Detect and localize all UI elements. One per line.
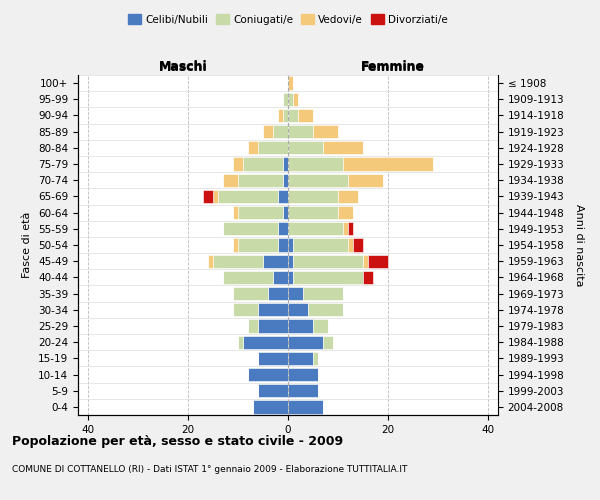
Bar bbox=[238, 206, 283, 220]
Bar bbox=[288, 287, 303, 300]
Bar bbox=[288, 303, 308, 316]
Bar bbox=[273, 270, 288, 284]
Bar bbox=[363, 270, 373, 284]
Bar bbox=[258, 320, 288, 332]
Bar bbox=[323, 141, 363, 154]
Bar bbox=[288, 141, 323, 154]
Bar bbox=[293, 254, 363, 268]
Bar bbox=[288, 368, 318, 381]
Bar bbox=[238, 238, 278, 252]
Bar bbox=[273, 125, 288, 138]
Bar bbox=[223, 174, 238, 187]
Bar bbox=[243, 336, 288, 349]
Bar bbox=[288, 109, 298, 122]
Bar bbox=[283, 174, 288, 187]
Bar bbox=[288, 320, 313, 332]
Bar bbox=[278, 109, 283, 122]
Bar bbox=[288, 384, 318, 398]
Bar bbox=[283, 92, 288, 106]
Bar bbox=[258, 384, 288, 398]
Bar bbox=[238, 336, 243, 349]
Bar bbox=[288, 254, 293, 268]
Bar bbox=[288, 158, 343, 170]
Bar bbox=[323, 336, 333, 349]
Bar bbox=[233, 238, 238, 252]
Bar bbox=[293, 238, 348, 252]
Bar bbox=[233, 303, 258, 316]
Bar bbox=[353, 238, 363, 252]
Bar bbox=[338, 206, 353, 220]
Bar bbox=[343, 158, 433, 170]
Bar bbox=[258, 303, 288, 316]
Bar bbox=[368, 254, 388, 268]
Y-axis label: Anni di nascita: Anni di nascita bbox=[574, 204, 584, 286]
Bar bbox=[288, 222, 343, 235]
Bar bbox=[253, 400, 288, 413]
Bar bbox=[363, 254, 368, 268]
Text: Maschi: Maschi bbox=[158, 61, 208, 74]
Bar bbox=[288, 400, 323, 413]
Bar bbox=[243, 158, 283, 170]
Bar bbox=[258, 352, 288, 365]
Bar bbox=[263, 254, 288, 268]
Bar bbox=[258, 141, 288, 154]
Text: Femmine: Femmine bbox=[361, 60, 425, 72]
Bar bbox=[233, 287, 268, 300]
Bar bbox=[288, 238, 293, 252]
Bar bbox=[223, 222, 278, 235]
Bar bbox=[278, 238, 288, 252]
Bar bbox=[348, 222, 353, 235]
Legend: Celibi/Nubili, Coniugati/e, Vedovi/e, Divorziati/e: Celibi/Nubili, Coniugati/e, Vedovi/e, Di… bbox=[124, 10, 452, 29]
Bar bbox=[293, 92, 298, 106]
Bar bbox=[213, 190, 218, 203]
Bar bbox=[283, 109, 288, 122]
Bar bbox=[278, 190, 288, 203]
Text: Popolazione per età, sesso e stato civile - 2009: Popolazione per età, sesso e stato civil… bbox=[12, 435, 343, 448]
Bar bbox=[213, 254, 263, 268]
Bar bbox=[288, 190, 338, 203]
Bar bbox=[218, 190, 278, 203]
Bar bbox=[203, 190, 213, 203]
Bar bbox=[288, 125, 313, 138]
Bar bbox=[238, 174, 283, 187]
Y-axis label: Fasce di età: Fasce di età bbox=[22, 212, 32, 278]
Bar bbox=[348, 174, 383, 187]
Bar bbox=[288, 270, 293, 284]
Bar bbox=[343, 222, 348, 235]
Bar bbox=[283, 206, 288, 220]
Bar bbox=[278, 222, 288, 235]
Bar bbox=[308, 303, 343, 316]
Bar bbox=[313, 352, 318, 365]
Bar bbox=[313, 125, 338, 138]
Bar bbox=[263, 125, 273, 138]
Bar bbox=[208, 254, 213, 268]
Bar bbox=[248, 320, 258, 332]
Bar bbox=[223, 270, 273, 284]
Bar bbox=[288, 336, 323, 349]
Bar bbox=[233, 158, 243, 170]
Text: COMUNE DI COTTANELLO (RI) - Dati ISTAT 1° gennaio 2009 - Elaborazione TUTTITALIA: COMUNE DI COTTANELLO (RI) - Dati ISTAT 1… bbox=[12, 465, 407, 474]
Bar bbox=[298, 109, 313, 122]
Bar bbox=[248, 368, 288, 381]
Bar bbox=[288, 352, 313, 365]
Text: Maschi: Maschi bbox=[158, 60, 208, 72]
Bar bbox=[293, 270, 363, 284]
Bar bbox=[283, 158, 288, 170]
Bar bbox=[233, 206, 238, 220]
Bar bbox=[288, 76, 293, 90]
Bar bbox=[268, 287, 288, 300]
Text: Femmine: Femmine bbox=[361, 61, 425, 74]
Bar bbox=[288, 206, 338, 220]
Bar bbox=[248, 141, 258, 154]
Bar bbox=[338, 190, 358, 203]
Bar bbox=[288, 174, 348, 187]
Bar bbox=[348, 238, 353, 252]
Bar bbox=[303, 287, 343, 300]
Bar bbox=[288, 92, 293, 106]
Bar bbox=[313, 320, 328, 332]
